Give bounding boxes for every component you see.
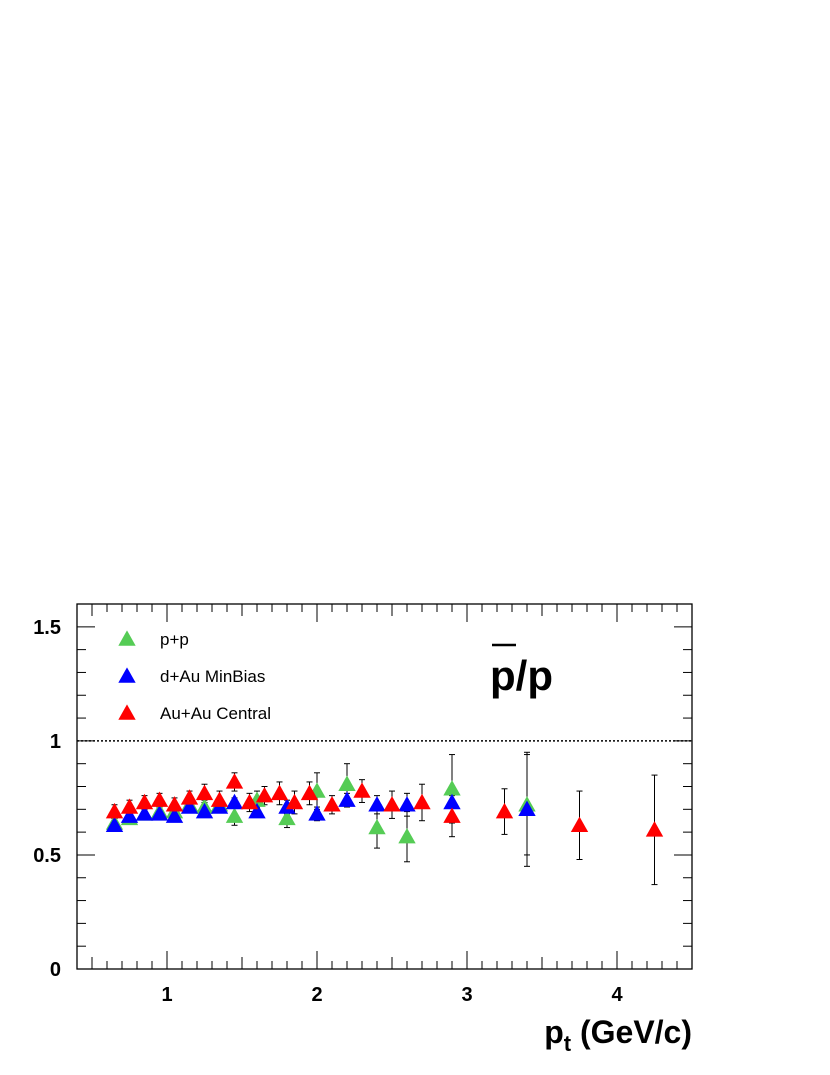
ratio-rest: /p: [516, 652, 553, 699]
data-point: [353, 782, 371, 798]
data-point: [443, 780, 461, 796]
data-point: [105, 816, 124, 833]
data-point: [248, 802, 266, 819]
data-point: [180, 789, 199, 805]
data-point: [210, 791, 229, 807]
legend-marker: [118, 630, 136, 646]
data-point: [195, 784, 214, 801]
x-tick-label: 4: [611, 984, 623, 1006]
data-point: [368, 818, 386, 835]
plot-border: [76, 603, 693, 970]
data-point: [338, 775, 356, 791]
data-point: [180, 798, 199, 814]
data-points: [105, 773, 664, 844]
data-point: [300, 784, 319, 801]
legend-marker: [118, 667, 136, 683]
ratio-numerator: p: [490, 652, 516, 699]
data-point: [105, 802, 124, 819]
data-point: [135, 805, 154, 821]
data-point: [338, 791, 356, 807]
data-point: [270, 784, 289, 801]
legend-label: d+Au MinBias: [160, 667, 265, 686]
legend-label: p+p: [160, 630, 189, 649]
data-point: [308, 805, 326, 821]
ratio-annotation: p/p: [490, 652, 553, 699]
data-point: [398, 796, 416, 812]
x-tick-label: 2: [311, 984, 322, 1006]
data-point: [120, 798, 139, 814]
data-point: [120, 807, 139, 823]
data-point: [225, 773, 244, 789]
x-axis-title-main: p: [544, 1014, 564, 1050]
y-tick-label: 1: [50, 731, 61, 753]
data-point: [570, 816, 589, 833]
data-point: [150, 805, 169, 821]
data-point: [225, 807, 244, 823]
data-point: [443, 807, 461, 823]
data-point: [443, 793, 461, 810]
data-point: [165, 796, 184, 812]
x-tick-label: 3: [461, 984, 472, 1006]
y-tick-label: 0.5: [33, 845, 61, 867]
axis-ticks: 1 2 3 4 0 0.5 1 1.5: [33, 603, 693, 1006]
x-axis-title-subscript: t: [564, 1031, 572, 1056]
data-point: [518, 800, 536, 817]
data-point: [135, 793, 154, 810]
data-point: [165, 807, 184, 823]
data-point: [285, 793, 304, 810]
data-point: [383, 796, 401, 812]
x-axis-title-rest: (GeV/c): [571, 1014, 692, 1050]
data-point: [278, 798, 296, 814]
x-tick-label: 1: [161, 984, 172, 1006]
data-point: [255, 786, 274, 803]
data-point: [278, 809, 296, 826]
x-axis-title: pt (GeV/c): [544, 1014, 692, 1056]
data-point: [398, 828, 416, 844]
data-point: [413, 793, 431, 810]
error-bars: [111, 751, 658, 886]
legend-label: Au+Au Central: [160, 704, 271, 723]
y-tick-label: 1.5: [33, 617, 61, 639]
data-point: [323, 796, 341, 812]
data-point: [645, 821, 664, 837]
data-point: [240, 793, 259, 810]
data-point: [195, 802, 214, 819]
data-point: [368, 796, 386, 812]
plot-frame: [76, 603, 693, 970]
y-tick-label: 0: [50, 959, 61, 981]
legend-marker: [118, 704, 136, 720]
data-point: [150, 791, 169, 807]
legend: p+p d+Au MinBias Au+Au Central: [118, 630, 271, 723]
data-point: [495, 802, 514, 819]
data-point: [225, 793, 244, 810]
